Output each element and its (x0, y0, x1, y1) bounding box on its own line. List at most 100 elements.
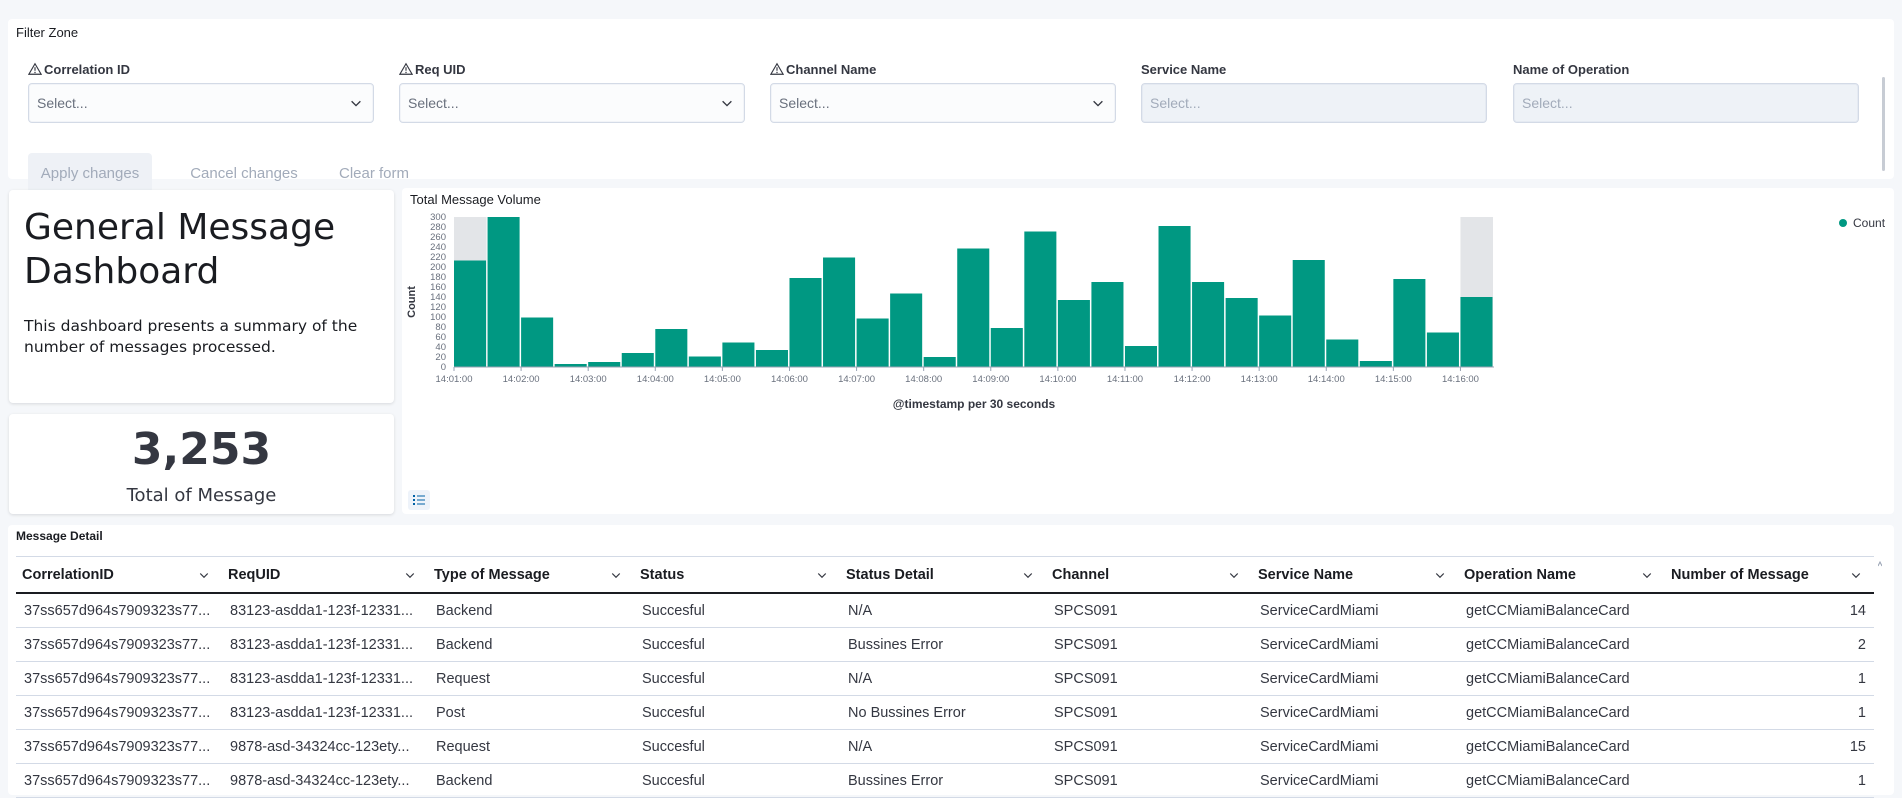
filter-zone-panel: Filter Zone Correlation ID Select... Req… (8, 19, 1894, 193)
column-header[interactable]: Status Detail (840, 557, 1046, 592)
y-tick-label: 120 (430, 302, 446, 313)
chart-bar (1426, 332, 1459, 367)
dashboard-description: This dashboard presents a summary of the… (24, 317, 358, 356)
chevron-down-icon[interactable] (198, 569, 210, 581)
column-header[interactable]: Operation Name (1458, 557, 1665, 592)
table-cell: 9878-asd-34324cc-123ety... (230, 772, 410, 789)
warning-icon (770, 62, 784, 75)
cancel-changes-button[interactable]: Cancel changes (190, 164, 298, 182)
metric-label: Total of Message (126, 485, 277, 506)
table-row[interactable]: 37ss657d964s7909323s77... 83123-asdda1-12… (16, 628, 1874, 662)
bar-chart: 0204060801001201401601802002202402602803… (406, 212, 1494, 411)
channel-name-label: Channel Name (770, 59, 1116, 79)
chevron-down-icon[interactable] (1850, 569, 1862, 581)
x-tick-label: 14:10:00 (1039, 374, 1076, 385)
column-header[interactable]: CorrelationID (16, 557, 222, 592)
service-name-select[interactable]: Select... (1141, 83, 1487, 123)
filter-zone-title: Filter Zone (16, 25, 79, 40)
chart-bar (1292, 260, 1325, 367)
table-cell: getCCMiamiBalanceCard (1466, 602, 1630, 619)
table-row[interactable]: 37ss657d964s7909323s77... 83123-asdda1-12… (16, 696, 1874, 730)
req-uid-select[interactable]: Select... (399, 83, 745, 123)
chart-bar (1259, 315, 1292, 367)
table-row[interactable]: 37ss657d964s7909323s77... 83123-asdda1-12… (16, 594, 1874, 628)
table-cell: Bussines Error (848, 772, 944, 789)
table-row[interactable]: 37ss657d964s7909323s77... 9878-asd-34324c… (16, 730, 1874, 764)
column-header[interactable]: Type of Message (428, 557, 634, 592)
chevron-down-icon[interactable] (1434, 569, 1446, 581)
legend-dot (1839, 219, 1847, 227)
table-cell: N/A (848, 670, 873, 687)
table-cell: 2 (1857, 636, 1866, 653)
chevron-down-icon[interactable] (816, 569, 828, 581)
table-cell: SPCS091 (1054, 738, 1118, 755)
scrollbar[interactable] (1882, 77, 1885, 171)
chart-bar (588, 362, 621, 367)
column-header-label: CorrelationID (22, 566, 114, 583)
chart-bar (1359, 361, 1392, 367)
table-cell: Succesful (642, 670, 705, 687)
chart-bar (1225, 298, 1258, 367)
chart-legend[interactable]: Count (1839, 216, 1885, 230)
list-icon[interactable] (408, 490, 430, 510)
metric-value: 3,253 (131, 424, 272, 475)
channel-name-select[interactable]: Select... (770, 83, 1116, 123)
column-header[interactable]: Service Name (1252, 557, 1458, 592)
x-tick-label: 14:13:00 (1241, 374, 1278, 385)
column-header[interactable]: Status (634, 557, 840, 592)
chart-bar (1057, 300, 1090, 367)
table-cell: Succesful (642, 738, 705, 755)
chart-bar (655, 329, 688, 367)
table-cell: SPCS091 (1054, 636, 1118, 653)
warning-icon (28, 62, 42, 75)
table-row[interactable]: 37ss657d964s7909323s77... 9878-asd-34324c… (16, 764, 1874, 798)
select-value: Select... (37, 95, 88, 111)
service-name-label: Service Name (1141, 59, 1487, 79)
chevron-down-icon[interactable] (1022, 569, 1034, 581)
chevron-down-icon[interactable] (1641, 569, 1653, 581)
chart-bar (1024, 231, 1057, 367)
dashboard-heading: General Message Dashboard (24, 207, 336, 292)
chart-bar (1192, 282, 1225, 367)
table-cell: SPCS091 (1054, 772, 1118, 789)
column-header-label: Status Detail (846, 566, 934, 583)
table-cell: 37ss657d964s7909323s77... (24, 738, 211, 755)
field-label-text: Name of Operation (1513, 61, 1630, 77)
operation-name-select[interactable]: Select... (1513, 83, 1859, 123)
table-cell: 37ss657d964s7909323s77... (24, 602, 211, 619)
chart-bar (1158, 226, 1191, 367)
chevron-down-icon (722, 100, 732, 107)
clear-form-button[interactable]: Clear form (338, 164, 409, 182)
field-label-text: Channel Name (786, 61, 877, 77)
chevron-down-icon[interactable] (404, 569, 416, 581)
table-title: Message Detail (16, 529, 103, 543)
table-cell: ServiceCardMiami (1260, 602, 1379, 619)
field-label-text: Req UID (415, 61, 466, 77)
table-cell: 1 (1857, 670, 1866, 687)
column-header[interactable]: Number of Message (1665, 557, 1874, 592)
column-header[interactable]: Channel (1046, 557, 1252, 592)
y-tick-label: 200 (430, 262, 446, 273)
correlation-id-select[interactable]: Select... (28, 83, 374, 123)
chevron-down-icon[interactable] (1228, 569, 1240, 581)
chart-title: Total Message Volume (410, 192, 541, 207)
chart-bar (722, 342, 755, 367)
chart-bar (688, 356, 721, 367)
table-cell: Request (436, 738, 491, 755)
column-header-label: Type of Message (434, 566, 550, 583)
column-header-label: Channel (1052, 566, 1110, 583)
table-cell: ServiceCardMiami (1260, 670, 1379, 687)
chart-bar (890, 293, 923, 367)
chevron-down-icon[interactable] (610, 569, 622, 581)
y-tick-label: 0 (441, 362, 446, 373)
table-cell: 83123-asdda1-123f-12331... (230, 670, 414, 687)
table-cell: getCCMiamiBalanceCard (1466, 636, 1630, 653)
x-tick-label: 14:04:00 (637, 374, 674, 385)
apply-changes-button[interactable]: Apply changes (28, 153, 152, 193)
table-row[interactable]: 37ss657d964s7909323s77... 83123-asdda1-12… (16, 662, 1874, 696)
y-tick-label: 300 (430, 212, 446, 223)
x-tick-label: 14:15:00 (1375, 374, 1412, 385)
channel-name-field: Channel Name Select... (770, 59, 1116, 123)
column-header[interactable]: ReqUID (222, 557, 428, 592)
chart-bar (823, 257, 856, 367)
